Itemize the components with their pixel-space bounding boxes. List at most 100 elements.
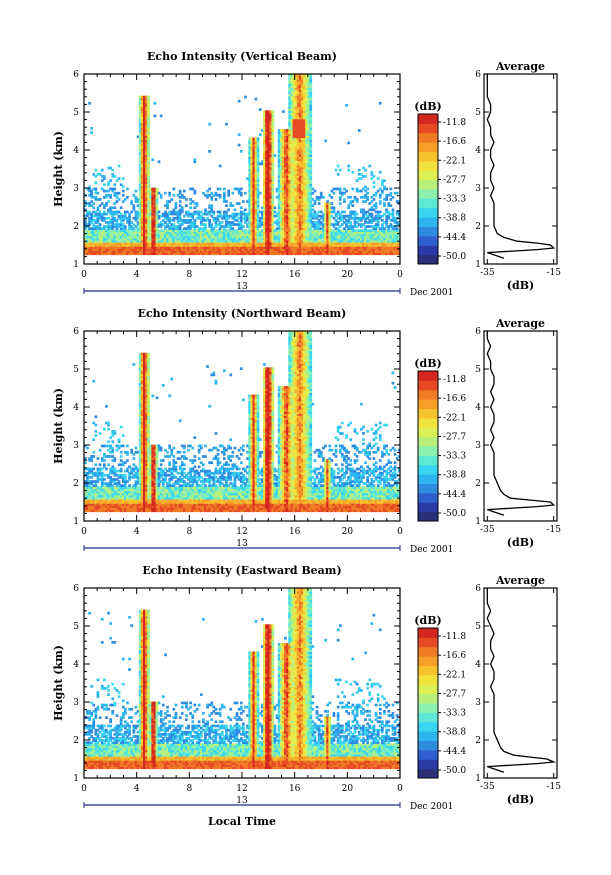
heatmap-cell — [383, 235, 386, 239]
heatmap-cell — [191, 223, 195, 226]
heatmap-cell — [138, 164, 142, 168]
heatmap-cell — [372, 227, 376, 230]
heatmap-cell — [237, 242, 241, 245]
heatmap-cell — [210, 191, 214, 195]
heatmap-cell — [343, 237, 346, 241]
x-tick-label: 4 — [134, 270, 140, 280]
heatmap-cell — [326, 248, 329, 251]
heatmap-cell — [282, 183, 285, 187]
heatmap-cell — [231, 244, 235, 247]
heatmap-cell — [250, 231, 254, 235]
heatmap-cell — [107, 252, 110, 256]
heatmap-cell — [84, 242, 87, 245]
heatmap-cell — [96, 248, 100, 251]
heatmap-cell — [360, 250, 363, 253]
heatmap-cell — [94, 214, 98, 218]
heatmap-cell — [212, 237, 216, 241]
heatmap-cell — [271, 244, 275, 247]
heatmap-cell — [218, 231, 222, 235]
heatmap-cell — [351, 212, 355, 216]
heatmap-cell — [273, 235, 277, 239]
heatmap-cell — [364, 250, 367, 253]
heatmap-cell — [273, 244, 277, 247]
heatmap-cell — [303, 185, 306, 189]
heatmap-cell — [347, 248, 350, 251]
heatmap-cell — [183, 233, 186, 237]
heatmap-cell — [227, 229, 230, 233]
heatmap-cell — [126, 231, 129, 235]
heatmap-cell — [197, 214, 201, 218]
heatmap-cell — [374, 244, 378, 247]
heatmap-cell — [235, 237, 239, 241]
heatmap-cell — [136, 248, 140, 251]
heatmap-cell — [269, 116, 273, 120]
heatmap-cell — [298, 112, 302, 116]
heatmap-cell — [347, 231, 350, 235]
heatmap-cell — [138, 183, 142, 187]
heatmap-cell — [301, 101, 304, 105]
heatmap-cell — [269, 127, 273, 130]
heatmap-cell — [115, 235, 119, 239]
heatmap-cell — [195, 216, 199, 220]
heatmap-cell — [353, 225, 357, 228]
heatmap-cell — [115, 225, 119, 228]
heatmap-cell — [256, 198, 260, 201]
x-tick-label: 8 — [186, 270, 192, 280]
heatmap-cell — [261, 233, 264, 237]
heatmap-cell — [159, 196, 163, 199]
heatmap-cell — [271, 110, 275, 113]
heatmap-cell — [98, 246, 102, 249]
heatmap-cell — [258, 133, 262, 136]
heatmap-cell — [248, 183, 251, 187]
heatmap-cell — [195, 237, 199, 241]
heatmap-cell — [298, 139, 302, 143]
heatmap-cell — [290, 143, 294, 147]
heatmap-cell — [147, 160, 150, 164]
heatmap-cell — [88, 248, 91, 251]
heatmap-cell — [292, 181, 296, 184]
heatmap-cell — [172, 252, 176, 256]
heatmap-cell — [360, 210, 363, 214]
heatmap-cell — [319, 233, 323, 237]
heatmap-cells — [84, 74, 400, 256]
heatmap-cell — [298, 143, 302, 147]
heatmap-cell — [269, 223, 273, 226]
heatmap-cell — [282, 229, 285, 233]
heatmap-cell — [317, 231, 321, 235]
heatmap-cell — [303, 239, 306, 243]
heatmap-cell — [391, 196, 395, 199]
heatmap-cell — [263, 185, 266, 189]
heatmap-cell — [218, 237, 222, 241]
heatmap-cell — [130, 200, 133, 203]
heatmap-cell — [282, 135, 285, 139]
heatmap-cell — [292, 158, 296, 162]
heatmap-cell — [376, 246, 380, 249]
heatmap-cell — [174, 227, 178, 230]
heatmap-cell — [324, 250, 327, 253]
heatmap-cell — [296, 183, 300, 187]
heatmap-cell — [372, 233, 376, 237]
heatmap-cell — [265, 246, 268, 249]
heatmap-cell — [271, 158, 275, 162]
heatmap-cell — [231, 191, 235, 195]
heatmap-cell — [292, 129, 296, 132]
heatmap-cell — [151, 237, 155, 241]
heatmap-cell — [231, 242, 235, 245]
heatmap-cell — [341, 248, 344, 251]
heatmap-cell — [248, 250, 251, 253]
heatmap-cell — [301, 244, 304, 247]
heatmap-cell — [366, 235, 369, 239]
heatmap-cell — [115, 246, 119, 249]
heatmap-cell — [206, 210, 209, 214]
heatmap-cell — [166, 202, 169, 205]
heatmap-cell — [117, 225, 121, 228]
heatmap-cell — [229, 237, 233, 241]
heatmap-cell — [271, 229, 275, 233]
heatmap-cell — [86, 229, 89, 233]
heatmap-cell — [161, 229, 165, 233]
heatmap-cell — [298, 212, 302, 216]
heatmap-cell — [145, 214, 148, 218]
heatmap-cell — [286, 212, 289, 216]
heatmap-cell — [381, 252, 384, 256]
heatmap-cell — [309, 91, 313, 95]
